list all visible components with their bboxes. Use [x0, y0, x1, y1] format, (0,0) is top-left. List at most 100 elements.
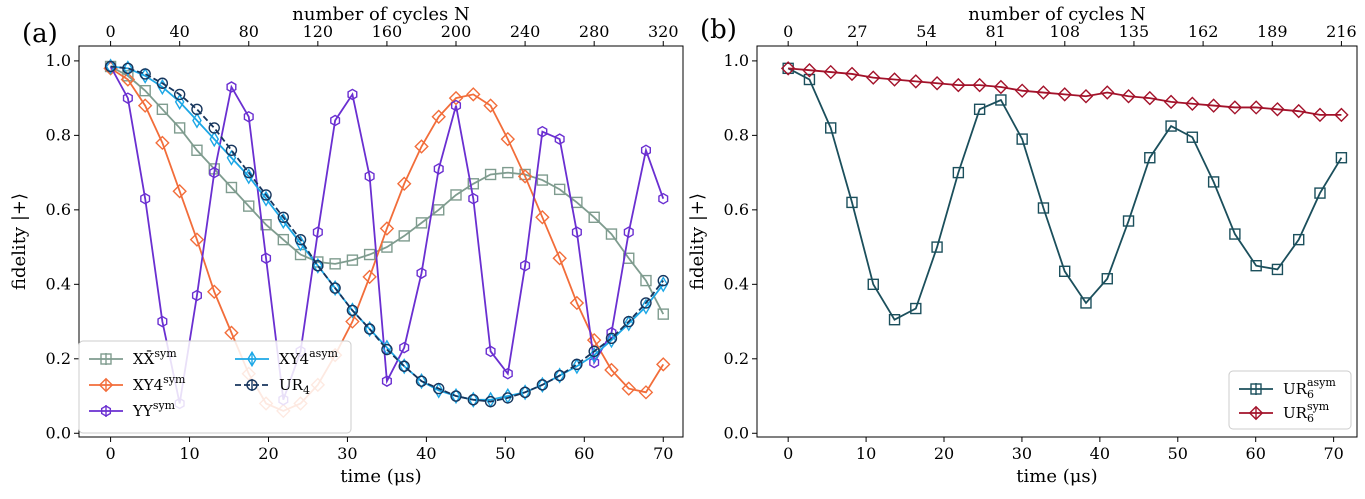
x-tick-label: 40 [416, 444, 436, 463]
y-tick-label: 1.0 [46, 51, 71, 70]
marker-square [553, 183, 566, 196]
marker-square [931, 241, 943, 253]
legend-entry-UR4: UR4 [235, 376, 310, 397]
marker-thin-diamond [451, 387, 461, 405]
top-x-tick-label: 200 [441, 22, 472, 41]
marker-circle [225, 144, 238, 156]
marker-diamond [802, 62, 817, 78]
marker-diamond [823, 64, 838, 80]
marker-circle [433, 382, 445, 395]
legend-box [1228, 370, 1352, 430]
marker-circle [381, 343, 393, 356]
chart-panel-b: (b) 0 10 20 30 40 50 60 70 0.0 0.2 0.4 0.6 0.8 1.0 0 27 5… [687, 4, 1358, 487]
marker-square [100, 353, 112, 365]
marker-hexagon [485, 345, 496, 358]
marker-circle [553, 369, 566, 382]
legend-label-sup: sym [1307, 400, 1330, 413]
marker-thin-diamond [641, 298, 651, 315]
legend-label: UR6sym [1283, 400, 1330, 425]
legend-label-sub: 4 [303, 384, 310, 397]
marker-diamond [569, 295, 585, 311]
marker-hexagon [140, 192, 151, 205]
plot-area [780, 61, 1349, 326]
marker-diamond [1185, 96, 1200, 111]
marker-diamond [1206, 98, 1221, 113]
marker-square [363, 248, 376, 261]
marker-diamond [396, 176, 412, 192]
marker-thin-diamond [572, 358, 582, 375]
legend-label-main: UR [1283, 404, 1308, 422]
series-line [109, 66, 665, 404]
marker-circle [260, 189, 272, 201]
marker-circle [173, 88, 186, 101]
marker-square [825, 122, 837, 134]
top-x-tick-label: 40 [169, 22, 189, 41]
marker-circle [329, 282, 341, 294]
y-tick-label: 0.0 [724, 423, 749, 442]
marker-square [1250, 260, 1262, 272]
marker-square [243, 200, 255, 212]
x-tick-label: 50 [1168, 444, 1188, 463]
marker-thin-diamond [226, 149, 237, 166]
legend-entry-XX̄sym: XX̄sym [89, 347, 177, 368]
marker-diamond [621, 381, 636, 396]
marker-circle [346, 304, 359, 317]
top-x-tick-label: 162 [1188, 22, 1219, 41]
x-tick-label: 40 [1090, 444, 1110, 463]
x-tick-label: 20 [934, 444, 954, 463]
marker-circle [467, 394, 479, 406]
marker-diamond [98, 377, 114, 393]
marker-circle [122, 62, 134, 75]
marker-diamond [1014, 83, 1030, 98]
marker-diamond [844, 66, 860, 82]
marker-diamond [929, 75, 945, 91]
top-x-tick-label: 189 [1257, 22, 1288, 41]
marker-thin-diamond [554, 367, 565, 384]
top-x-tick-label: 80 [239, 22, 259, 41]
marker-square [433, 204, 445, 216]
series-UR6asym [782, 62, 1348, 326]
legend-label-sub: 6 [1307, 412, 1314, 425]
legend-label-sub: 6 [1307, 388, 1314, 401]
marker-circle [191, 103, 203, 116]
marker-square [1122, 215, 1135, 227]
x-tick-label: 60 [574, 444, 594, 463]
top-x-tick-label: 280 [579, 22, 610, 41]
marker-hexagon [554, 133, 565, 145]
y-axis-label: fidelity |+⟩ [9, 193, 30, 290]
marker-diamond [656, 357, 671, 372]
marker-thin-diamond [313, 257, 323, 274]
series-line [787, 67, 1343, 321]
x-axis-label: time (μs) [1016, 466, 1097, 487]
marker-circle [156, 77, 169, 89]
legend-label-main: XX̄ [133, 350, 155, 368]
marker-square [225, 181, 238, 194]
marker-diamond [604, 362, 619, 378]
marker-thin-diamond [278, 212, 289, 230]
marker-thin-diamond [123, 60, 133, 77]
marker-square [156, 103, 169, 116]
y-tick-label: 0.6 [46, 200, 71, 219]
marker-diamond [362, 269, 377, 285]
marker-hexagon [347, 88, 358, 101]
legend-label-main: XY4 [279, 350, 309, 368]
marker-diamond [414, 139, 429, 154]
marker-circle [571, 358, 583, 371]
y-tick-label: 0.6 [724, 200, 749, 219]
x-tick-label: 30 [1012, 444, 1032, 463]
marker-circle [398, 360, 410, 372]
marker-square [952, 166, 965, 179]
legend-label-main: UR [1283, 380, 1308, 398]
marker-diamond [1227, 100, 1243, 115]
marker-diamond [172, 183, 187, 199]
marker-circle [277, 211, 290, 223]
legend-label: UR4 [279, 376, 310, 397]
panel-label: (b) [700, 15, 737, 45]
legend-label-sup: sym [153, 399, 176, 412]
legend-entry-XY4sym: XY4sym [89, 373, 186, 394]
marker-hexagon [416, 267, 427, 279]
marker-thin-diamond [589, 346, 599, 364]
x-tick-label: 0 [783, 444, 793, 463]
marker-square [1250, 383, 1262, 395]
